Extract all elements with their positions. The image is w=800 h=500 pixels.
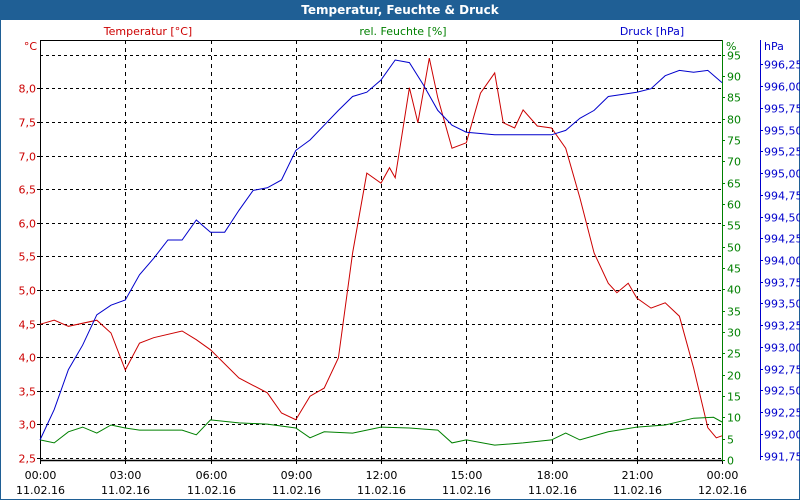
x-tick-time: 00:00 — [707, 469, 739, 482]
x-tick-time: 09:00 — [281, 469, 313, 482]
x-tick-time: 12:00 — [366, 469, 398, 482]
x-tick-date: 12.02.16 — [698, 484, 747, 497]
humidity-tick-label: 5 — [727, 434, 734, 447]
pressure-tick-label: 994,25 — [764, 233, 800, 246]
x-tick-date: 11.02.16 — [272, 484, 321, 497]
humidity-tick-label: 25 — [727, 348, 741, 361]
humidity-tick-label: 45 — [727, 263, 741, 276]
pressure-tick-label: 993,50 — [764, 298, 800, 311]
pressure-line — [39, 59, 723, 441]
temp-tick-label: 7,5 — [19, 117, 37, 130]
humidity-tick-label: 85 — [727, 92, 741, 105]
pressure-tick-label: 995,50 — [764, 125, 800, 138]
x-tick-date: 11.02.16 — [101, 484, 150, 497]
pressure-tick-label: 992,25 — [764, 407, 800, 420]
humidity-tick-label: 15 — [727, 391, 741, 404]
temp-tick-label: 4,5 — [19, 319, 37, 332]
x-tick-date: 11.02.16 — [613, 484, 662, 497]
temp-unit-label: °C — [24, 40, 38, 53]
temp-tick-label: 5,0 — [19, 285, 37, 298]
humidity-tick-label: 40 — [727, 284, 741, 297]
temp-tick-label: 3,0 — [19, 419, 37, 432]
humidity-tick-label: 65 — [727, 178, 741, 191]
humidity-tick-label: 0 — [727, 455, 734, 468]
humidity-tick-label: 75 — [727, 135, 741, 148]
x-tick-time: 06:00 — [196, 469, 228, 482]
pressure-tick-label: 995,00 — [764, 168, 800, 181]
pressure-tick-label: 996,25 — [764, 59, 800, 72]
temp-tick-label: 7,0 — [19, 151, 37, 164]
pressure-tick-label: 991,75 — [764, 451, 800, 464]
legend-humidity: rel. Feuchte [%] — [359, 25, 446, 38]
pressure-tick-label: 992,50 — [764, 385, 800, 398]
pressure-tick-label: 993,75 — [764, 277, 800, 290]
pressure-tick-label: 993,25 — [764, 320, 800, 333]
humidity-tick-label: 50 — [727, 242, 741, 255]
temp-tick-label: 5,5 — [19, 251, 37, 264]
humidity-unit-label: % — [726, 40, 736, 53]
pressure-tick-label: 993,00 — [764, 342, 800, 355]
x-tick-time: 18:00 — [537, 469, 569, 482]
humidity-tick-label: 30 — [727, 327, 741, 340]
pressure-tick-label: 992,75 — [764, 364, 800, 377]
pressure-tick-label: 994,75 — [764, 190, 800, 203]
x-tick-time: 15:00 — [451, 469, 483, 482]
legend-pressure: Druck [hPa] — [620, 25, 684, 38]
temperature-line — [39, 57, 723, 439]
humidity-tick-label: 10 — [727, 412, 741, 425]
temp-tick-label: 8,0 — [19, 83, 37, 96]
humidity-tick-label: 35 — [727, 306, 741, 319]
pressure-tick-label: 995,75 — [764, 103, 800, 116]
humidity-tick-label: 60 — [727, 199, 741, 212]
pressure-unit-label: hPa — [764, 40, 784, 53]
temp-tick-label: 3,5 — [19, 386, 37, 399]
x-tick-date: 11.02.16 — [357, 484, 406, 497]
humidity-tick-label: 55 — [727, 220, 741, 233]
pressure-tick-label: 994,00 — [764, 255, 800, 268]
humidity-tick-label: 95 — [727, 50, 741, 63]
humidity-tick-label: 20 — [727, 370, 741, 383]
x-tick-time: 21:00 — [622, 469, 654, 482]
temp-tick-label: 6,0 — [19, 218, 37, 231]
pressure-tick-label: 996,00 — [764, 81, 800, 94]
humidity-tick-label: 90 — [727, 71, 741, 84]
x-tick-date: 11.02.16 — [187, 484, 236, 497]
humidity-line — [39, 416, 723, 446]
x-tick-date: 11.02.16 — [16, 484, 65, 497]
humidity-tick-label: 70 — [727, 156, 741, 169]
pressure-tick-label: 994,50 — [764, 212, 800, 225]
x-tick-date: 11.02.16 — [442, 484, 491, 497]
x-tick-date: 11.02.16 — [528, 484, 577, 497]
pressure-tick-label: 995,25 — [764, 146, 800, 159]
x-tick-time: 03:00 — [110, 469, 142, 482]
temp-tick-label: 6,5 — [19, 184, 37, 197]
temp-tick-label: 2,5 — [19, 453, 37, 466]
pressure-tick-label: 992,00 — [764, 429, 800, 442]
temp-tick-label: 4,0 — [19, 352, 37, 365]
x-tick-time: 00:00 — [25, 469, 57, 482]
humidity-tick-label: 80 — [727, 114, 741, 127]
chart-title: Temperatur, Feuchte & Druck — [0, 0, 800, 20]
legend-temperature: Temperatur [°C] — [103, 25, 192, 38]
